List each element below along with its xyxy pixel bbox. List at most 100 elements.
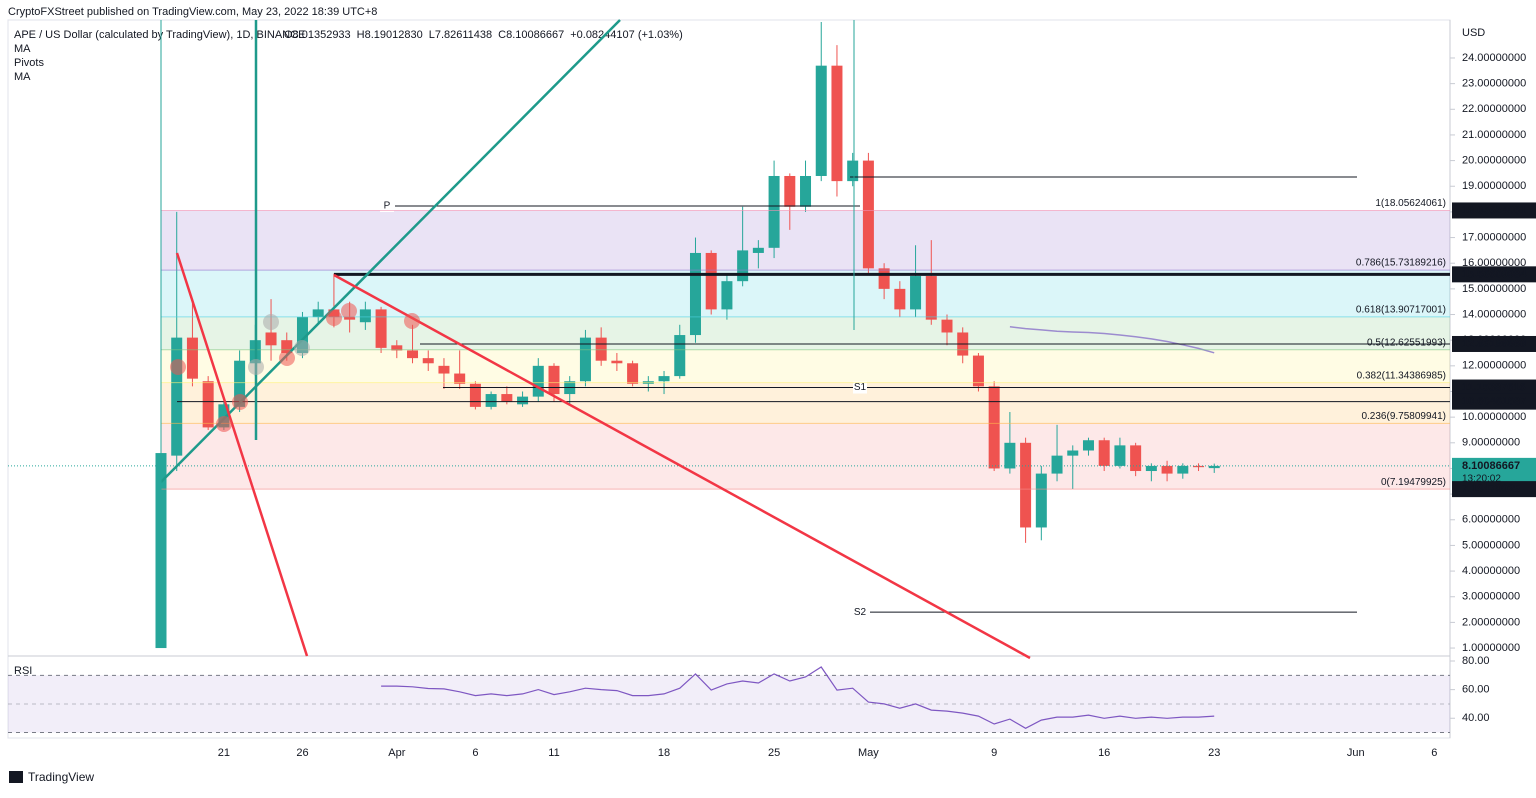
candle-body [674,335,686,377]
candle-body [1067,450,1079,456]
candle-body [579,337,591,382]
candle-body [359,309,371,323]
price-label-bg [1452,481,1536,498]
candle-body [312,309,324,318]
candle-body [296,317,308,354]
fib-label: 0.786(15.73189216) [1356,258,1446,269]
candle-body [705,252,717,310]
y-tick-label: 4.00000000 [1462,565,1520,577]
pivot-label: S1 [854,382,867,393]
x-tick-label: 9 [991,747,997,759]
x-tick-label: 11 [548,747,559,759]
candle-body [800,175,812,207]
price-label: 8.10086667 [1462,460,1520,472]
candle-body [454,373,466,384]
candle-body [768,175,780,248]
pivot-marker [279,350,295,366]
x-tick-label: 6 [1431,747,1437,759]
ohlc-value: C8.10086667 [498,29,564,41]
y-tick-label: 5.00000000 [1462,539,1520,551]
y-tick-label: 23.00000000 [1462,78,1526,90]
price-label-bg [1452,202,1536,219]
pivot-marker [404,313,420,329]
candle-body [627,363,639,384]
y-tick-label: 9.00000000 [1462,437,1520,449]
price-label-bg [1452,266,1536,283]
fib-label: 0(7.19479925) [1381,477,1446,488]
candle-body [1098,440,1110,466]
candle-body [501,394,513,402]
y-tick-label: 21.00000000 [1462,129,1526,141]
candle-body [611,360,623,364]
y-tick-label: 10.00000000 [1462,411,1526,423]
ohlc-legend: O8.01352933 H8.19012830 L7.82611438 C8.1008… [284,29,683,41]
price-label-bg [1452,335,1536,352]
candle-body [925,276,937,320]
candle-body [375,309,387,348]
y-tick-label: 16.00000000 [1462,257,1526,269]
candle-body [186,337,198,379]
candle-body [862,160,874,269]
candle-body [972,355,984,387]
candle-body [171,337,183,456]
candle-body [265,332,277,346]
y-tick-label: 15.00000000 [1462,283,1526,295]
trend-line [333,273,1031,660]
x-tick-label: 23 [1208,747,1220,759]
pivot-label: P [384,201,391,212]
x-tick-label: 21 [218,747,230,759]
x-tick-label: 18 [658,747,670,759]
y-tick-label: 17.00000000 [1462,231,1526,243]
fib-label: 0.382(11.34386985) [1357,370,1446,381]
y-tick-label: 12.00000000 [1462,360,1526,372]
candle-body [1082,440,1094,451]
y-tick-label: 14.00000000 [1462,308,1526,320]
y-tick-label: 3.00000000 [1462,591,1520,603]
candle-body [202,381,214,428]
pivot-label: S2 [854,607,867,618]
candle-body [1161,465,1173,474]
y-tick-label: 2.00000000 [1462,616,1520,628]
y-tick-label: 1.00000000 [1462,642,1520,654]
candle-body [658,376,670,382]
candle-body [422,358,434,364]
pivot-marker [341,303,357,319]
candle-body [438,365,450,374]
candle-body [941,319,953,333]
ohlc-value: +0.08244107 (+1.03%) [570,29,683,41]
y-tick-label: 6.00000000 [1462,514,1520,526]
candle-body [752,247,764,253]
candle-body [1193,465,1205,468]
ohlc-value: O8.01352933 [284,29,351,41]
fib-label: 0.5(12.62551993) [1367,337,1446,348]
candle-body [1004,442,1016,469]
rsi-tick-label: 80.00 [1462,655,1490,667]
candle-body [517,396,529,405]
candle-body [847,160,859,182]
ohlc-value: L7.82611438 [429,29,492,41]
symbol: APE / US Dollar (calculated by TradingVi… [14,29,305,41]
rsi-tick-label: 40.00 [1462,712,1490,724]
candle-body [1020,442,1032,528]
candle-body [469,383,481,407]
fib-zone [161,316,1450,350]
price-label: 11.15387616 [1462,381,1526,393]
candle-body [281,340,293,354]
price-label: 15.56609984 [1462,268,1527,280]
currency: USD [1462,27,1485,39]
candle-body [988,386,1000,469]
candle-body [155,453,167,649]
fib-label: 1(18.05624061) [1375,198,1446,209]
x-tick-label: Apr [388,747,405,759]
indicator-label: MA [14,43,31,55]
rsi-line [381,666,1215,729]
logo [9,771,23,783]
x-tick-label: 26 [296,747,308,759]
candle-body [1114,445,1126,466]
price-label-bg [1452,393,1536,410]
footer: TradingView [28,770,94,784]
candle-body [1145,465,1157,472]
pivot-label-bg [853,381,867,394]
y-tick-label: 22.00000000 [1462,103,1526,115]
